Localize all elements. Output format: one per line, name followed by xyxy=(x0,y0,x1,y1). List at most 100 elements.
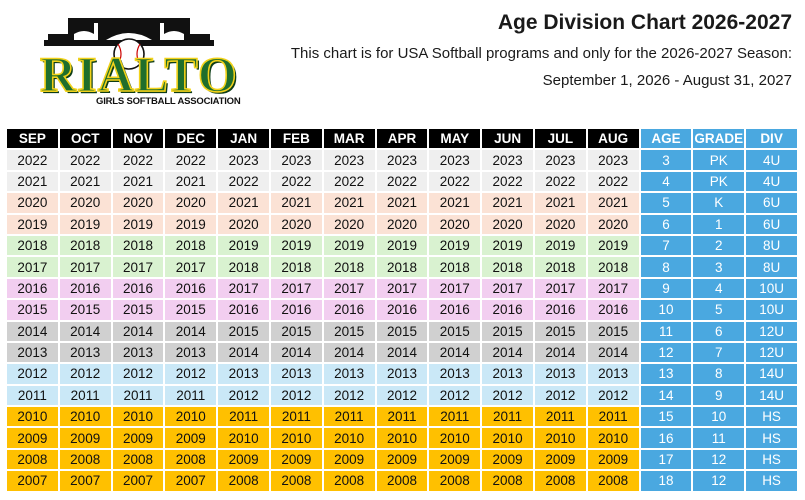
column-header-jul: JUL xyxy=(534,129,586,149)
page-title: Age Division Chart 2026-2027 xyxy=(497,11,792,34)
birth-year-cell: 2016 xyxy=(270,300,322,320)
column-header-feb: FEB xyxy=(270,129,322,149)
birth-year-cell: 2015 xyxy=(165,300,217,320)
birth-year-cell: 2022 xyxy=(323,171,375,192)
logo-wordmark: RIALTO xyxy=(39,46,238,102)
birth-year-cell: 2010 xyxy=(218,428,269,448)
birth-year-cell: 2010 xyxy=(482,428,533,448)
birth-year-cell: 2021 xyxy=(165,171,217,192)
column-header-nov: NOV xyxy=(112,129,164,149)
grade-cell: 7 xyxy=(693,342,745,363)
birth-year-cell: 2014 xyxy=(165,321,217,341)
birth-year-cell: 2008 xyxy=(59,449,111,470)
birth-year-cell: 2013 xyxy=(534,364,586,384)
birth-year-cell: 2018 xyxy=(59,235,111,256)
column-header-jun: JUN xyxy=(482,129,533,149)
birth-year-cell: 2021 xyxy=(59,171,111,192)
birth-year-cell: 2013 xyxy=(429,364,481,384)
age-cell: 11 xyxy=(640,321,692,341)
birth-year-cell: 2015 xyxy=(587,321,639,341)
birth-year-cell: 2019 xyxy=(59,214,111,234)
birth-year-cell: 2014 xyxy=(112,321,164,341)
birth-year-cell: 2010 xyxy=(429,428,481,448)
birth-year-cell: 2016 xyxy=(482,300,533,320)
birth-year-cell: 2019 xyxy=(218,235,269,256)
birth-year-cell: 2017 xyxy=(165,257,217,277)
birth-year-cell: 2018 xyxy=(165,235,217,256)
birth-year-cell: 2019 xyxy=(587,235,639,256)
age-division-table-wrap: SEP OCT NOV DEC JAN FEB MAR APR MAY JUN JUL AUG AGE G… xyxy=(7,127,799,491)
birth-year-cell: 2013 xyxy=(59,342,111,363)
birth-year-cell: 2007 xyxy=(165,471,217,491)
birth-year-cell: 2023 xyxy=(587,150,639,170)
birth-year-cell: 2022 xyxy=(429,171,481,192)
birth-year-cell: 2017 xyxy=(429,278,481,299)
birth-year-cell: 2016 xyxy=(429,300,481,320)
birth-year-cell: 2023 xyxy=(482,150,533,170)
birth-year-cell: 2014 xyxy=(429,342,481,363)
birth-year-cell: 2018 xyxy=(323,257,375,277)
birth-year-cell: 2009 xyxy=(482,449,533,470)
birth-year-cell: 2011 xyxy=(218,407,269,427)
birth-year-cell: 2017 xyxy=(7,257,58,277)
birth-year-cell: 2016 xyxy=(59,278,111,299)
age-cell: 14 xyxy=(640,385,692,406)
birth-year-cell: 2015 xyxy=(323,321,375,341)
birth-year-cell: 2021 xyxy=(270,193,322,213)
birth-year-cell: 2016 xyxy=(534,300,586,320)
birth-year-cell: 2015 xyxy=(7,300,58,320)
birth-year-cell: 2020 xyxy=(218,214,269,234)
division-cell: 12U xyxy=(746,321,797,341)
grade-cell: 12 xyxy=(693,449,745,470)
birth-year-cell: 2010 xyxy=(165,407,217,427)
birth-year-cell: 2021 xyxy=(429,193,481,213)
birth-year-cell: 2009 xyxy=(587,449,639,470)
birth-year-cell: 2013 xyxy=(482,364,533,384)
birth-year-cell: 2010 xyxy=(7,407,58,427)
birth-year-cell: 2013 xyxy=(323,364,375,384)
birth-year-cell: 2014 xyxy=(59,321,111,341)
birth-year-cell: 2013 xyxy=(7,342,58,363)
birth-year-cell: 2018 xyxy=(218,257,269,277)
birth-year-cell: 2014 xyxy=(534,342,586,363)
birth-year-cell: 2014 xyxy=(270,342,322,363)
birth-year-cell: 2008 xyxy=(165,449,217,470)
birth-year-cell: 2019 xyxy=(323,235,375,256)
birth-year-cell: 2015 xyxy=(112,300,164,320)
birth-year-cell: 2018 xyxy=(482,257,533,277)
birth-year-cell: 2017 xyxy=(482,278,533,299)
table-row: 2016 2016 2016 2016 2017 2017 2017 2017 2017 2017… xyxy=(7,278,797,299)
birth-year-cell: 2015 xyxy=(59,300,111,320)
birth-year-cell: 2011 xyxy=(587,407,639,427)
division-cell: 6U xyxy=(746,193,797,213)
birth-year-cell: 2009 xyxy=(218,449,269,470)
birth-year-cell: 2020 xyxy=(323,214,375,234)
table-header-row: SEP OCT NOV DEC JAN FEB MAR APR MAY JUN JUL AUG AGE G… xyxy=(7,129,797,149)
division-cell: 4U xyxy=(746,150,797,170)
grade-cell: 9 xyxy=(693,385,745,406)
birth-year-cell: 2021 xyxy=(587,193,639,213)
birth-year-cell: 2018 xyxy=(534,257,586,277)
birth-year-cell: 2022 xyxy=(7,150,58,170)
birth-year-cell: 2018 xyxy=(429,257,481,277)
birth-year-cell: 2023 xyxy=(323,150,375,170)
division-cell: HS xyxy=(746,449,797,470)
division-cell: HS xyxy=(746,428,797,448)
birth-year-cell: 2022 xyxy=(59,150,111,170)
birth-year-cell: 2019 xyxy=(270,235,322,256)
column-header-apr: APR xyxy=(376,129,428,149)
birth-year-cell: 2011 xyxy=(376,407,428,427)
birth-year-cell: 2021 xyxy=(376,193,428,213)
birth-year-cell: 2009 xyxy=(165,428,217,448)
birth-year-cell: 2011 xyxy=(270,407,322,427)
column-header-sep: SEP xyxy=(7,129,58,149)
birth-year-cell: 2011 xyxy=(429,407,481,427)
birth-year-cell: 2015 xyxy=(218,321,269,341)
birth-year-cell: 2008 xyxy=(323,471,375,491)
birth-year-cell: 2013 xyxy=(270,364,322,384)
birth-year-cell: 2013 xyxy=(218,364,269,384)
birth-year-cell: 2014 xyxy=(7,321,58,341)
birth-year-cell: 2020 xyxy=(112,193,164,213)
division-cell: 14U xyxy=(746,385,797,406)
birth-year-cell: 2022 xyxy=(270,171,322,192)
